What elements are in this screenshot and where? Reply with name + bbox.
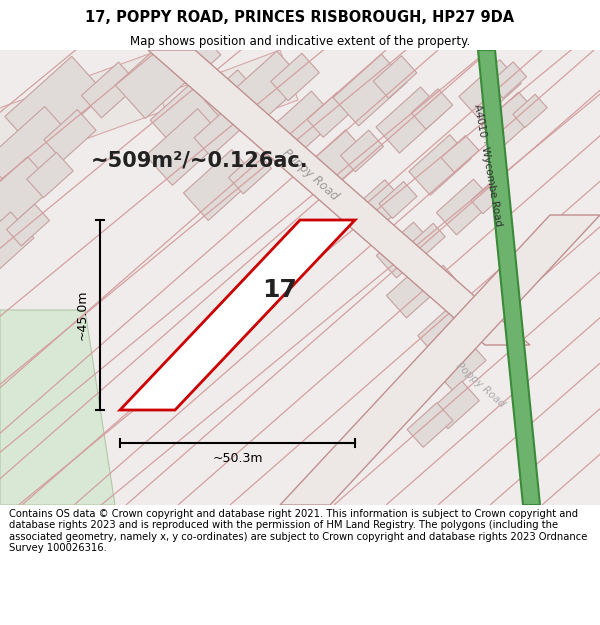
Text: 17: 17 <box>263 278 298 302</box>
Polygon shape <box>194 109 242 156</box>
Text: Poppy Road: Poppy Road <box>454 361 506 409</box>
Polygon shape <box>44 109 96 161</box>
Polygon shape <box>376 87 444 153</box>
Polygon shape <box>115 31 205 119</box>
Text: ~50.3m: ~50.3m <box>212 452 263 466</box>
Polygon shape <box>481 92 539 148</box>
Text: ~509m²/~0.126ac.: ~509m²/~0.126ac. <box>91 150 309 170</box>
Polygon shape <box>434 339 486 391</box>
Polygon shape <box>421 265 455 299</box>
Polygon shape <box>490 62 527 98</box>
Polygon shape <box>459 60 521 120</box>
Text: A4010 · Wycombe Road: A4010 · Wycombe Road <box>472 103 503 227</box>
Polygon shape <box>82 62 139 118</box>
Text: 17, POPPY ROAD, PRINCES RISBOROUGH, HP27 9DA: 17, POPPY ROAD, PRINCES RISBOROUGH, HP27… <box>85 10 515 25</box>
Polygon shape <box>169 35 221 85</box>
Polygon shape <box>411 89 453 129</box>
Polygon shape <box>441 136 479 172</box>
Polygon shape <box>513 94 547 128</box>
Polygon shape <box>411 223 445 257</box>
Polygon shape <box>478 50 540 505</box>
Polygon shape <box>307 92 353 138</box>
Polygon shape <box>0 50 180 170</box>
Polygon shape <box>280 215 600 505</box>
Text: Poppy Road: Poppy Road <box>280 147 340 203</box>
Polygon shape <box>0 212 34 278</box>
Text: Contains OS data © Crown copyright and database right 2021. This information is : Contains OS data © Crown copyright and d… <box>9 509 587 553</box>
Text: Map shows position and indicative extent of the property.: Map shows position and indicative extent… <box>130 35 470 48</box>
Polygon shape <box>452 306 484 337</box>
Polygon shape <box>436 179 494 235</box>
Text: ~45.0m: ~45.0m <box>76 290 89 340</box>
Polygon shape <box>0 157 55 233</box>
Polygon shape <box>0 106 75 194</box>
Polygon shape <box>333 54 407 126</box>
Polygon shape <box>341 130 383 172</box>
Polygon shape <box>204 70 256 120</box>
Polygon shape <box>271 53 319 101</box>
Polygon shape <box>160 50 298 145</box>
Polygon shape <box>7 204 49 246</box>
Polygon shape <box>409 135 471 195</box>
Polygon shape <box>379 181 417 219</box>
Polygon shape <box>344 180 406 240</box>
Polygon shape <box>5 56 105 154</box>
Polygon shape <box>471 180 505 214</box>
Polygon shape <box>407 402 453 448</box>
Polygon shape <box>148 50 530 345</box>
Polygon shape <box>150 66 240 154</box>
Polygon shape <box>120 220 355 410</box>
Polygon shape <box>146 109 224 185</box>
Polygon shape <box>301 130 369 196</box>
Polygon shape <box>376 222 434 278</box>
Polygon shape <box>184 149 257 221</box>
Polygon shape <box>0 310 115 505</box>
Polygon shape <box>418 304 472 356</box>
Polygon shape <box>373 56 417 98</box>
Polygon shape <box>263 91 337 163</box>
Polygon shape <box>229 152 271 194</box>
Polygon shape <box>27 152 73 198</box>
Polygon shape <box>386 262 443 318</box>
Polygon shape <box>225 51 305 129</box>
Polygon shape <box>431 381 479 429</box>
